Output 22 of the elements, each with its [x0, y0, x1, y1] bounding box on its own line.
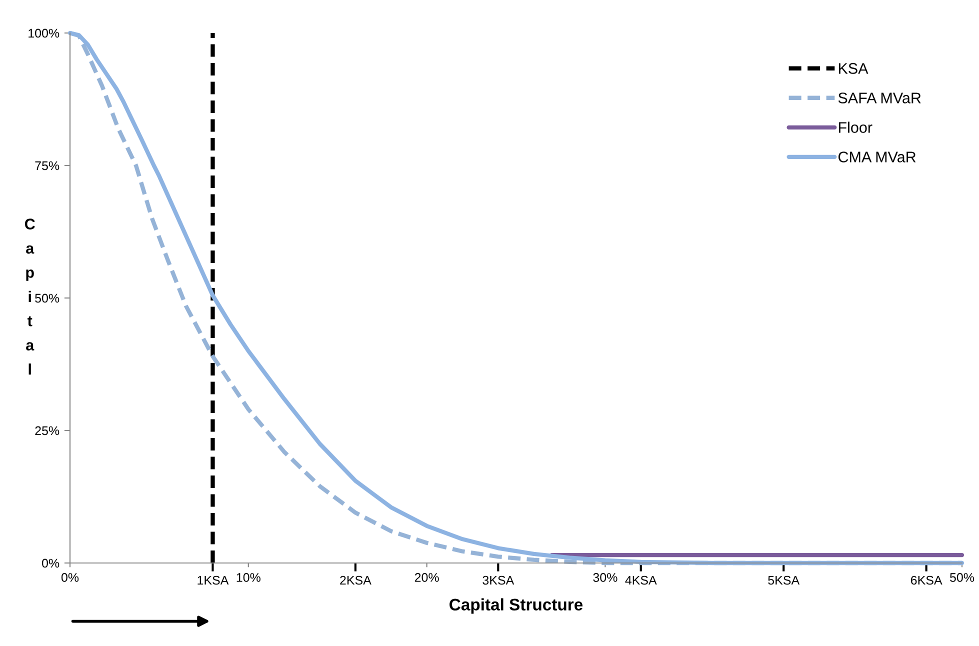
y-tick-label: 100% — [28, 28, 60, 38]
x-tick-label: 0% — [61, 573, 79, 582]
y-tick-label: 75% — [35, 161, 60, 170]
y-tick-label: 0% — [42, 558, 60, 568]
legend-label: SAFA MVaR — [838, 92, 921, 104]
x-axis-title: Capital Structure — [450, 598, 583, 614]
x2-tick-label: 3KSA — [482, 576, 514, 585]
x2-tick-label: 4KSA — [625, 576, 657, 585]
x2-tick-label: 6KSA — [910, 576, 942, 585]
y-tick-label: 50% — [35, 294, 60, 303]
legend-label: Floor — [838, 122, 872, 133]
x2-tick-label: 1KSA — [198, 576, 229, 585]
x-tick-label: 50% — [950, 573, 974, 582]
x2-tick-label: 5KSA — [768, 576, 800, 585]
legend-label: KSA — [838, 63, 868, 74]
y-axis-title: Capital — [24, 218, 35, 375]
x-tick-label: 30% — [593, 573, 618, 582]
x-tick-label: 20% — [414, 573, 439, 582]
legend-label: CMA MVaR — [838, 152, 916, 162]
x2-tick-label: 2KSA — [340, 576, 372, 585]
y-tick-label: 25% — [35, 426, 60, 436]
x-tick-label: 10% — [236, 573, 260, 582]
